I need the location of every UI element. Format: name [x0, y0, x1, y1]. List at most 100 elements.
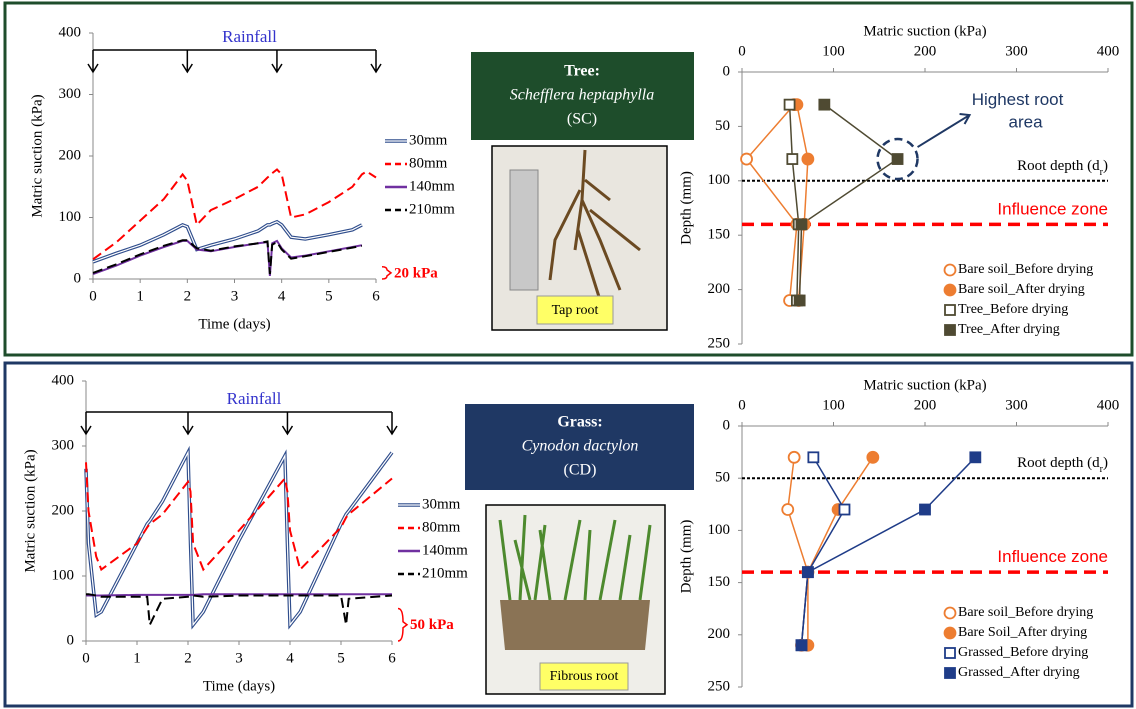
series-line — [86, 593, 393, 629]
legend-label: 210mm — [409, 201, 455, 217]
x-tick-label: 3 — [231, 288, 239, 304]
species-box — [471, 52, 694, 140]
x-tick-label: 6 — [388, 650, 396, 666]
y-axis-title: Depth (mm) — [678, 171, 694, 245]
series-line — [807, 456, 874, 646]
y-axis-title: Depth (mm) — [678, 520, 694, 594]
marker — [786, 153, 799, 165]
y-tick-label: 200 — [52, 502, 75, 518]
y-tick-label: 200 — [708, 626, 731, 642]
reference-label-text: Influence zone — [997, 548, 1108, 567]
y-tick-label: 400 — [52, 372, 75, 388]
reference-label-suffix: ) — [1103, 456, 1108, 472]
y-tick-label: 100 — [59, 209, 82, 225]
y-tick-label: 200 — [59, 147, 82, 163]
series-line — [92, 168, 377, 261]
y-tick-label: 300 — [59, 86, 82, 102]
legend-marker — [943, 283, 957, 297]
y-tick-label: 0 — [723, 417, 731, 433]
series-line — [796, 104, 809, 301]
rainfall-arrow — [182, 412, 194, 436]
y-tick-label: 0 — [723, 63, 731, 79]
legend-marker — [944, 667, 956, 679]
reference-label-text: Influence zone — [997, 200, 1108, 219]
marker — [891, 153, 904, 165]
x-tick-label: 0 — [738, 397, 746, 413]
x-tick-label: 100 — [822, 43, 845, 59]
x-tick-label: 5 — [325, 288, 333, 304]
y-tick-label: 250 — [708, 335, 731, 351]
rainfall-arrow — [87, 50, 99, 74]
y-tick-label: 0 — [67, 632, 75, 648]
series-line — [86, 593, 392, 597]
x-tick-label: 0 — [89, 288, 97, 304]
rainfall-arrow — [370, 50, 382, 74]
species-name: Cynodon dactylon — [522, 438, 639, 455]
species-group: Tree: — [564, 63, 600, 80]
reference-label-text: Root depth (d — [1017, 456, 1100, 472]
series-line — [787, 457, 809, 646]
reference-label-suffix: ) — [1103, 158, 1108, 174]
highlight-label-line2: area — [1009, 113, 1044, 132]
rainfall-arrow — [80, 412, 92, 436]
legend-marker — [943, 606, 957, 620]
reference-label: Influence zone — [997, 200, 1108, 219]
scale-brace — [397, 607, 409, 642]
legend-label: 80mm — [409, 155, 448, 171]
x-tick-label: 300 — [1005, 397, 1028, 413]
series-line — [788, 104, 800, 301]
legend-label: 30mm — [422, 496, 461, 512]
series-line — [85, 462, 393, 572]
marker — [795, 639, 808, 652]
rainfall-arrow — [271, 50, 283, 74]
y-tick-label: 0 — [74, 270, 82, 286]
legend-label: Tree_After drying — [958, 322, 1060, 337]
y-tick-label: 50 — [715, 470, 730, 486]
x-axis-title: Time (days) — [198, 316, 270, 332]
marker — [801, 152, 815, 166]
x-tick-label: 1 — [133, 650, 141, 666]
y-tick-label: 100 — [52, 567, 75, 583]
legend-marker — [943, 626, 957, 640]
photo — [491, 145, 668, 331]
x-tick-label: 400 — [1097, 43, 1120, 59]
x-axis-title: Time (days) — [203, 678, 275, 694]
legend-label: Bare soil_Before drying — [958, 605, 1093, 620]
marker — [793, 294, 806, 307]
x-tick-label: 4 — [286, 650, 294, 666]
marker — [783, 98, 796, 111]
bottom-panel-frame — [3, 361, 1134, 708]
rainfall-label: Rainfall — [227, 389, 282, 408]
x-tick-label: 200 — [914, 43, 937, 59]
legend-marker — [944, 304, 956, 316]
x-axis-title: Matric suction (kPa) — [863, 377, 986, 393]
legend-label: 140mm — [409, 178, 455, 194]
legend-marker — [944, 324, 956, 336]
x-tick-label: 3 — [235, 650, 243, 666]
marker — [919, 503, 931, 516]
legend-marker — [944, 647, 956, 659]
x-tick-label: 300 — [1005, 43, 1028, 59]
highlight-arrow — [917, 113, 972, 148]
y-tick-label: 100 — [708, 522, 731, 538]
photo-label-box — [536, 295, 614, 325]
marker — [818, 98, 831, 111]
marker — [740, 152, 753, 166]
marker — [781, 503, 795, 516]
series-line — [84, 445, 394, 630]
x-tick-label: 0 — [738, 43, 746, 59]
y-tick-label: 150 — [708, 227, 731, 243]
scale-label: 50 kPa — [410, 617, 454, 633]
top-panel-frame — [3, 1, 1134, 357]
highlight-circle — [876, 137, 919, 181]
legend-label: 210mm — [422, 565, 468, 581]
x-tick-label: 2 — [184, 288, 192, 304]
y-tick-label: 300 — [52, 437, 75, 453]
scale-brace — [381, 265, 393, 280]
x-tick-label: 2 — [184, 650, 192, 666]
reference-label: Root depth (dr) — [1017, 456, 1108, 475]
x-tick-label: 6 — [372, 288, 380, 304]
x-tick-label: 0 — [82, 650, 90, 666]
series-line-inner — [85, 450, 393, 627]
legend-label: Tree_Before drying — [958, 302, 1068, 317]
